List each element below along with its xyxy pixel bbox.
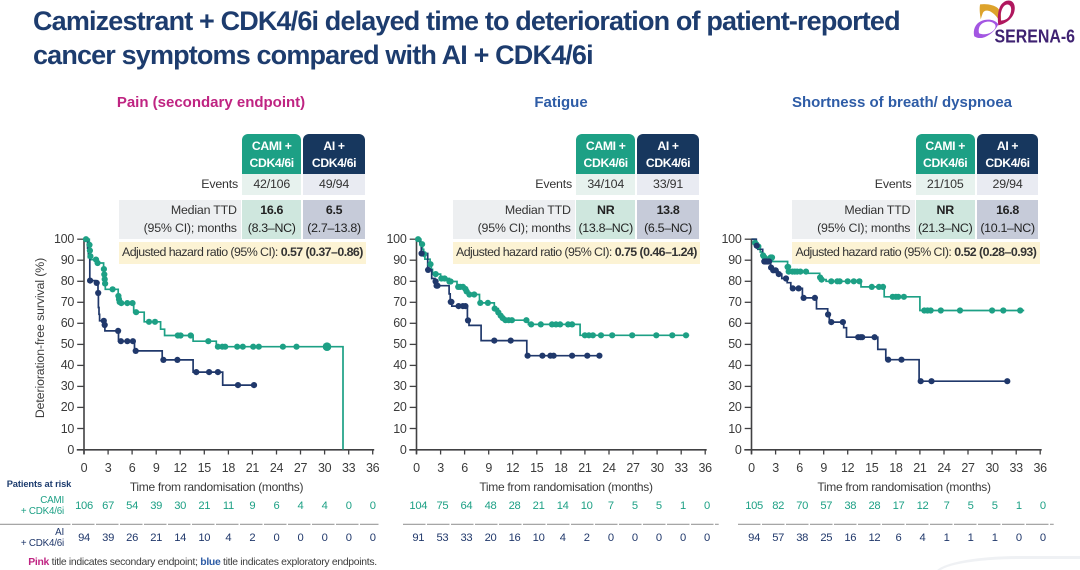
svg-text:SERENA-6: SERENA-6 bbox=[995, 26, 1076, 46]
